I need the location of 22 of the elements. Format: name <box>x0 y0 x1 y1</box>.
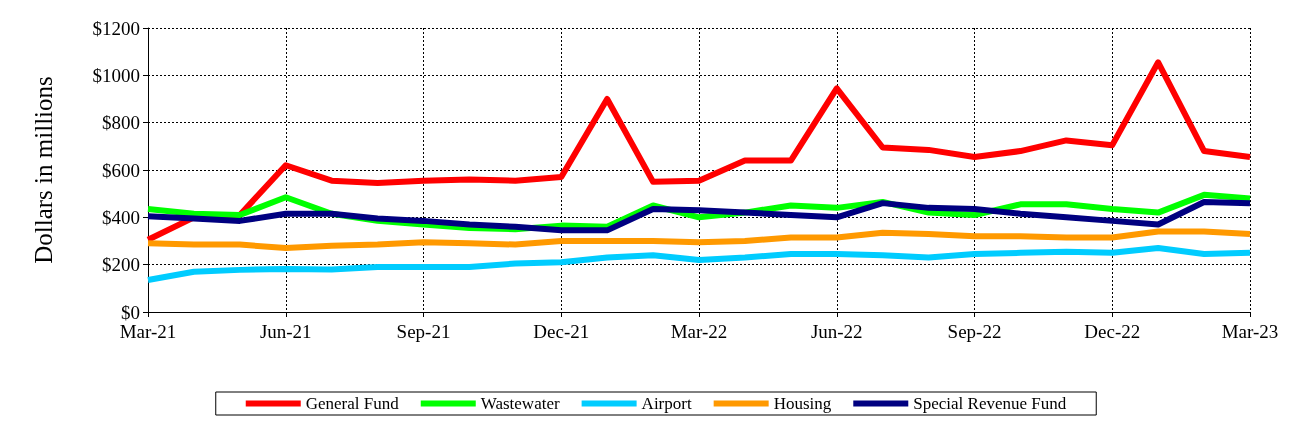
x-tick-label: Mar-22 <box>670 321 728 342</box>
legend-label: Airport <box>641 394 692 413</box>
x-tick-label: Jun-21 <box>259 321 312 342</box>
x-tick-label: Sep-21 <box>396 321 451 342</box>
legend-label: General Fund <box>305 394 400 413</box>
y-axis-title: Dollars in millions <box>30 76 57 264</box>
x-tick-label: Dec-22 <box>1084 321 1141 342</box>
x-tick-label: Sep-22 <box>947 321 1002 342</box>
legend-label: Housing <box>773 394 832 413</box>
x-tick-label: Mar-21 <box>119 321 177 342</box>
x-tick-label: Jun-22 <box>810 321 863 342</box>
y-tick-label: $1000 <box>92 64 140 86</box>
y-tick-label: $800 <box>102 112 140 134</box>
y-tick-label: $1200 <box>92 17 140 39</box>
y-tick-label: $0 <box>121 301 140 323</box>
legend-label: Wastewater <box>480 394 560 413</box>
y-tick-label: $400 <box>102 206 140 228</box>
legend-label: Special Revenue Fund <box>913 394 1067 413</box>
x-tick-label: Mar-23 <box>1221 321 1279 342</box>
y-tick-label: $200 <box>102 254 140 276</box>
x-tick-label: Dec-21 <box>533 321 590 342</box>
y-tick-label: $600 <box>102 159 140 181</box>
